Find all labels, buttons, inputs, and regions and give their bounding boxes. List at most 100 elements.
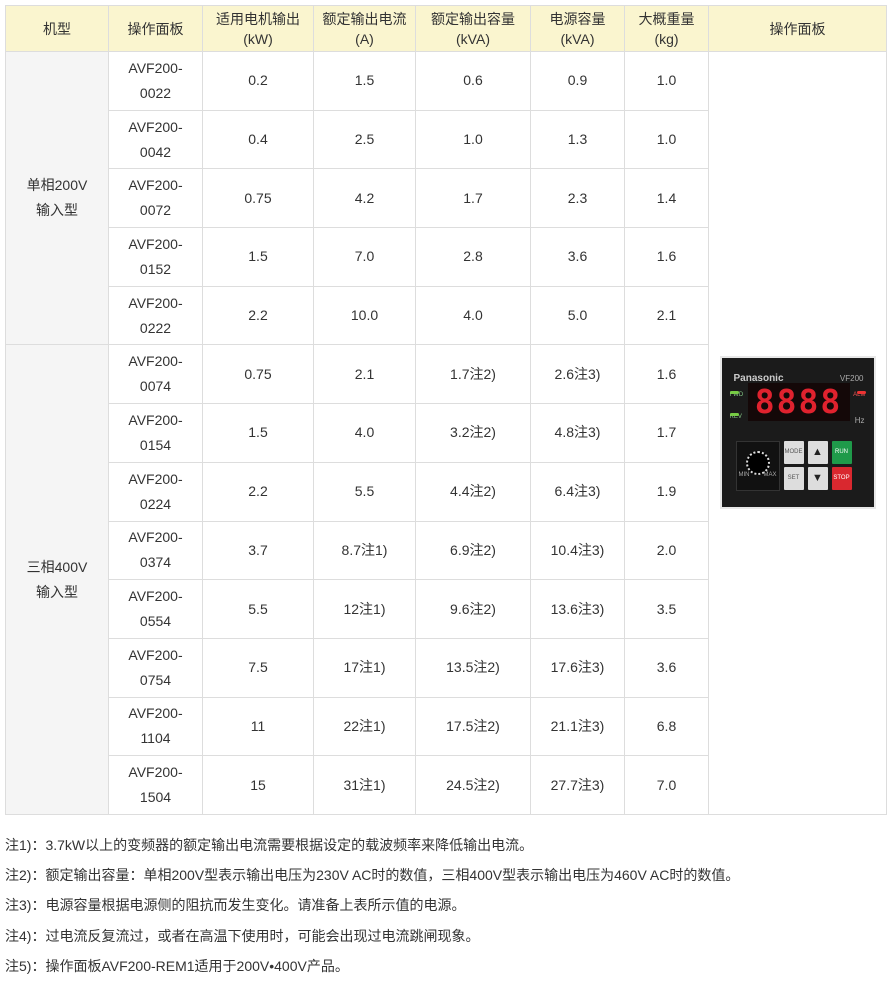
cell-power: 2.3 — [530, 168, 625, 229]
cell-kw: 0.75 — [202, 168, 314, 229]
cell-kw: 5.5 — [202, 579, 314, 639]
cell-amp: 1.5 — [313, 51, 416, 111]
cell-kva: 24.5注2) — [415, 755, 531, 815]
cell-kg: 1.7 — [624, 403, 709, 463]
cell-kva: 0.6 — [415, 51, 531, 111]
cell-kg: 2.1 — [624, 285, 709, 346]
cell-amp: 8.7注1) — [313, 520, 416, 581]
cell-kva: 17.5注2) — [415, 696, 531, 757]
model-number: AVF200-0042 — [128, 118, 183, 160]
cell-power: 13.6注3) — [530, 579, 625, 639]
rev-label: REV — [729, 414, 742, 421]
header-row: 机型 操作面板 适用电机输出(kW) 额定输出电流(A) 额定输出容量(kVA)… — [5, 5, 887, 52]
model-number: AVF200-0754 — [128, 646, 183, 688]
note: 注2)：额定输出容量：单相200V型表示输出电压为230V AC时的数值，三相4… — [5, 867, 740, 884]
cell-power: 21.1注3) — [530, 696, 625, 757]
set-key: SET — [783, 467, 804, 491]
panel-model: VF200 — [839, 374, 864, 384]
cell-power: 3.6 — [530, 227, 625, 287]
cell-kw: 0.4 — [202, 109, 314, 170]
model-number: AVF200-0154 — [128, 411, 183, 453]
cell-power: 10.4注3) — [530, 520, 625, 581]
cell-kw: 2.2 — [202, 285, 314, 346]
header-cell: 操作面板 — [108, 5, 203, 52]
cell-model: AVF200-0754 — [108, 637, 203, 698]
cell-kg: 1.4 — [624, 168, 709, 229]
header-cell: 适用电机输出(kW) — [202, 5, 314, 52]
cell-kg: 6.8 — [624, 696, 709, 757]
header-cell: 额定输出容量(kVA) — [415, 5, 531, 52]
table-row: AVF200-0152 1.5 7.0 2.8 3.6 1.6 — [6, 227, 887, 287]
model-number: AVF200-1504 — [128, 764, 183, 806]
panel-cell: Panasonic VF200 FWD REV ALM Hz 8888 MIN … — [708, 51, 887, 815]
cell-power: 4.8注3) — [530, 403, 625, 463]
min-label: MIN — [738, 472, 750, 479]
header-cell: 额定输出电流(A) — [313, 5, 416, 52]
model-number: AVF200-0224 — [128, 470, 183, 512]
cell-kva: 9.6注2) — [415, 579, 531, 639]
fwd-label: FWD — [729, 392, 744, 399]
model-number: AVF200-1104 — [128, 705, 183, 747]
model-number: AVF200-0554 — [128, 588, 183, 630]
cell-kva: 13.5注2) — [415, 637, 531, 698]
cell-model: AVF200-1104 — [108, 696, 203, 757]
cell-power: 27.7注3) — [530, 755, 625, 815]
cell-model: AVF200-0374 — [108, 520, 203, 581]
model-number: AVF200-0222 — [128, 294, 183, 336]
cell-model: AVF200-0152 — [108, 227, 203, 287]
group-label: 三相400V输入型 — [26, 558, 88, 600]
cell-kva: 1.7 — [415, 168, 531, 229]
cell-amp: 12注1) — [313, 579, 416, 639]
frequency-dial: MIN MAX — [735, 441, 780, 492]
table-row: AVF200-0042 0.4 2.5 1.0 1.3 1.0 — [6, 109, 887, 170]
table-row: AVF200-1504 15 31注1) 24.5注2) 27.7注3) 7.0 — [6, 755, 887, 815]
table-row: AVF200-0554 5.5 12注1) 9.6注2) 13.6注3) 3.5 — [6, 579, 887, 639]
cell-kw: 15 — [202, 755, 314, 815]
group-label: 单相200V输入型 — [26, 177, 88, 219]
cell-kg: 1.0 — [624, 109, 709, 170]
cell-amp: 31注1) — [313, 755, 416, 815]
cell-kg: 3.6 — [624, 637, 709, 698]
cell-kg: 1.6 — [624, 227, 709, 287]
note: 注1)：3.7kW以上的变频器的额定输出电流需要根据设定的载波频率来降低输出电流… — [5, 837, 534, 853]
header-cell: 大概重量(kg) — [624, 5, 709, 52]
table-row: 单相200V输入型 AVF200-0022 0.2 1.5 0.6 0.9 1.0 Pana… — [5, 50, 887, 815]
cell-model: AVF200-0074 — [108, 344, 203, 405]
table-row: AVF200-0374 3.7 8.7注1) 6.9注2) 10.4注3) 2.0 — [6, 520, 887, 581]
cell-kva: 6.9注2) — [415, 520, 531, 581]
model-number: AVF200-0374 — [128, 529, 183, 571]
hz-label: Hz — [854, 416, 865, 426]
cell-model: AVF200-0042 — [108, 109, 203, 170]
group-cell: 三相400V输入型 — [5, 344, 109, 815]
cell-kg: 1.0 — [624, 51, 709, 111]
model-number: AVF200-0152 — [128, 235, 183, 277]
cell-kw: 1.5 — [202, 403, 314, 463]
cell-kw: 0.2 — [202, 51, 314, 111]
cell-kva: 1.7注2) — [415, 344, 531, 405]
table-row: AVF200-0754 7.5 17注1) 13.5注2) 17.6注3) 3.6 — [6, 637, 887, 698]
cell-power: 17.6注3) — [530, 637, 625, 698]
cell-kw: 11 — [202, 696, 314, 757]
note: 注5)：操作面板AVF200-REM1适用于200V•400V产品。 — [5, 957, 349, 974]
seven-segment-display: 8888 — [747, 383, 850, 422]
cell-power: 2.6注3) — [530, 344, 625, 405]
table-row: AVF200-0224 2.2 5.5 4.4注2) 6.4注3) 1.9 — [6, 461, 887, 522]
run-key: RUN — [831, 441, 852, 465]
cell-amp: 5.5 — [313, 461, 416, 522]
cell-model: AVF200-0154 — [108, 403, 203, 463]
cell-model: AVF200-0554 — [108, 579, 203, 639]
cell-kva: 4.4注2) — [415, 461, 531, 522]
table-row: 三相400V输入型 AVF200-0074 0.75 2.1 1.7注2) 2.6注3) 1… — [5, 344, 887, 815]
header-cell: 操作面板 — [708, 5, 887, 52]
cell-model: AVF200-0222 — [108, 285, 203, 346]
cell-power: 5.0 — [530, 285, 625, 346]
cell-amp: 2.1 — [313, 344, 416, 405]
cell-kw: 0.75 — [202, 344, 314, 405]
cell-kw: 1.5 — [202, 227, 314, 287]
mode-key: MODE — [783, 441, 804, 465]
cell-kva: 2.8 — [415, 227, 531, 287]
cell-amp: 4.0 — [313, 403, 416, 463]
cell-amp: 10.0 — [313, 285, 416, 346]
cell-kg: 1.9 — [624, 461, 709, 522]
cell-kw: 3.7 — [202, 520, 314, 581]
